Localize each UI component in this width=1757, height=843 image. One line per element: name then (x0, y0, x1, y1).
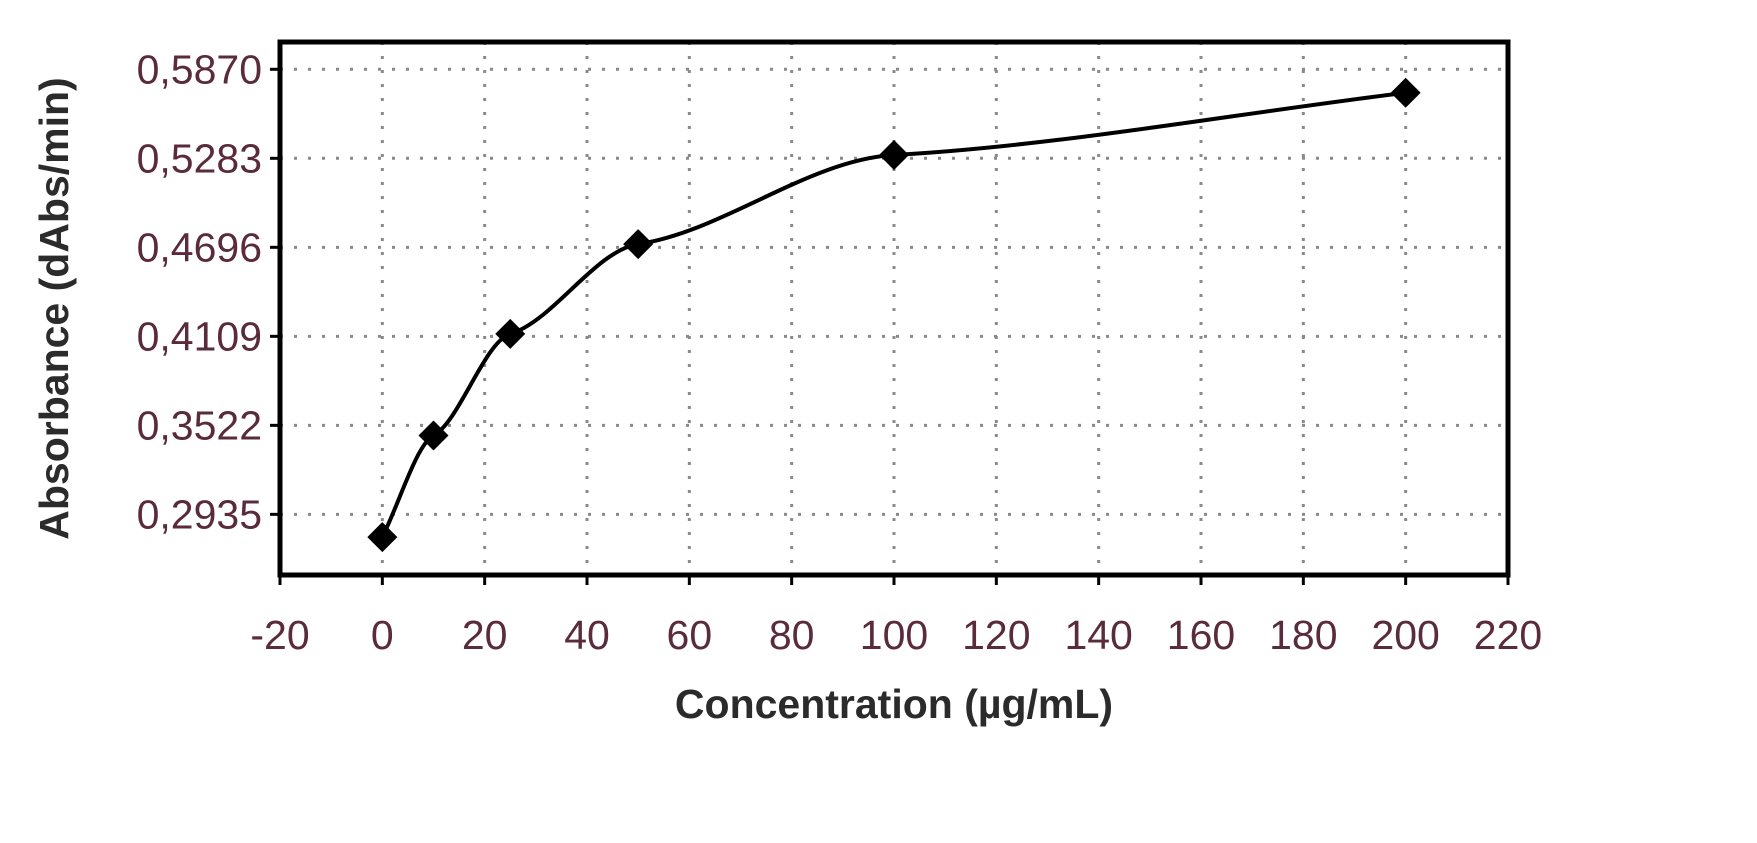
data-point (495, 318, 526, 349)
x-tick-label: 120 (962, 612, 1030, 658)
x-tick-label: 180 (1269, 612, 1337, 658)
x-axis-title: Concentration (µg/mL) (675, 681, 1113, 727)
y-tick-labels: 0,2935 0,3522 0,4109 0,4696 0,5283 0,5870 (137, 46, 262, 537)
y-tick-label: 0,5283 (137, 135, 262, 181)
grid (280, 42, 1508, 575)
x-tick-label: 20 (462, 612, 508, 658)
x-tick-label: 220 (1474, 612, 1542, 658)
data-markers (367, 77, 1421, 553)
plot-frame (277, 39, 1511, 578)
data-point (623, 229, 654, 260)
x-tick-label: 140 (1064, 612, 1132, 658)
y-tick-label: 0,2935 (137, 491, 262, 537)
x-tick-label: 80 (769, 612, 815, 658)
x-tick-label: 160 (1167, 612, 1235, 658)
x-tick-label: 200 (1371, 612, 1439, 658)
data-point (1390, 77, 1421, 108)
data-point (418, 420, 449, 451)
x-tick-labels: -20 0 20 40 60 80 100 120 140 160 180 200 220 (250, 612, 1542, 658)
x-tick-label: 0 (371, 612, 394, 658)
y-tick-label: 0,4696 (137, 224, 262, 270)
data-point (879, 139, 909, 170)
y-tick-label: 0,4109 (137, 313, 262, 359)
y-tick-label: 0,3522 (137, 402, 262, 448)
x-tick-label: -20 (250, 612, 309, 658)
x-tick-label: 100 (860, 612, 928, 658)
data-point (367, 522, 398, 553)
y-axis-title: Absorbance (dAbs/min) (31, 77, 77, 539)
x-tick-label: 40 (564, 612, 610, 658)
y-tick-label: 0,5870 (137, 46, 262, 92)
x-tick-label: 60 (667, 612, 713, 658)
